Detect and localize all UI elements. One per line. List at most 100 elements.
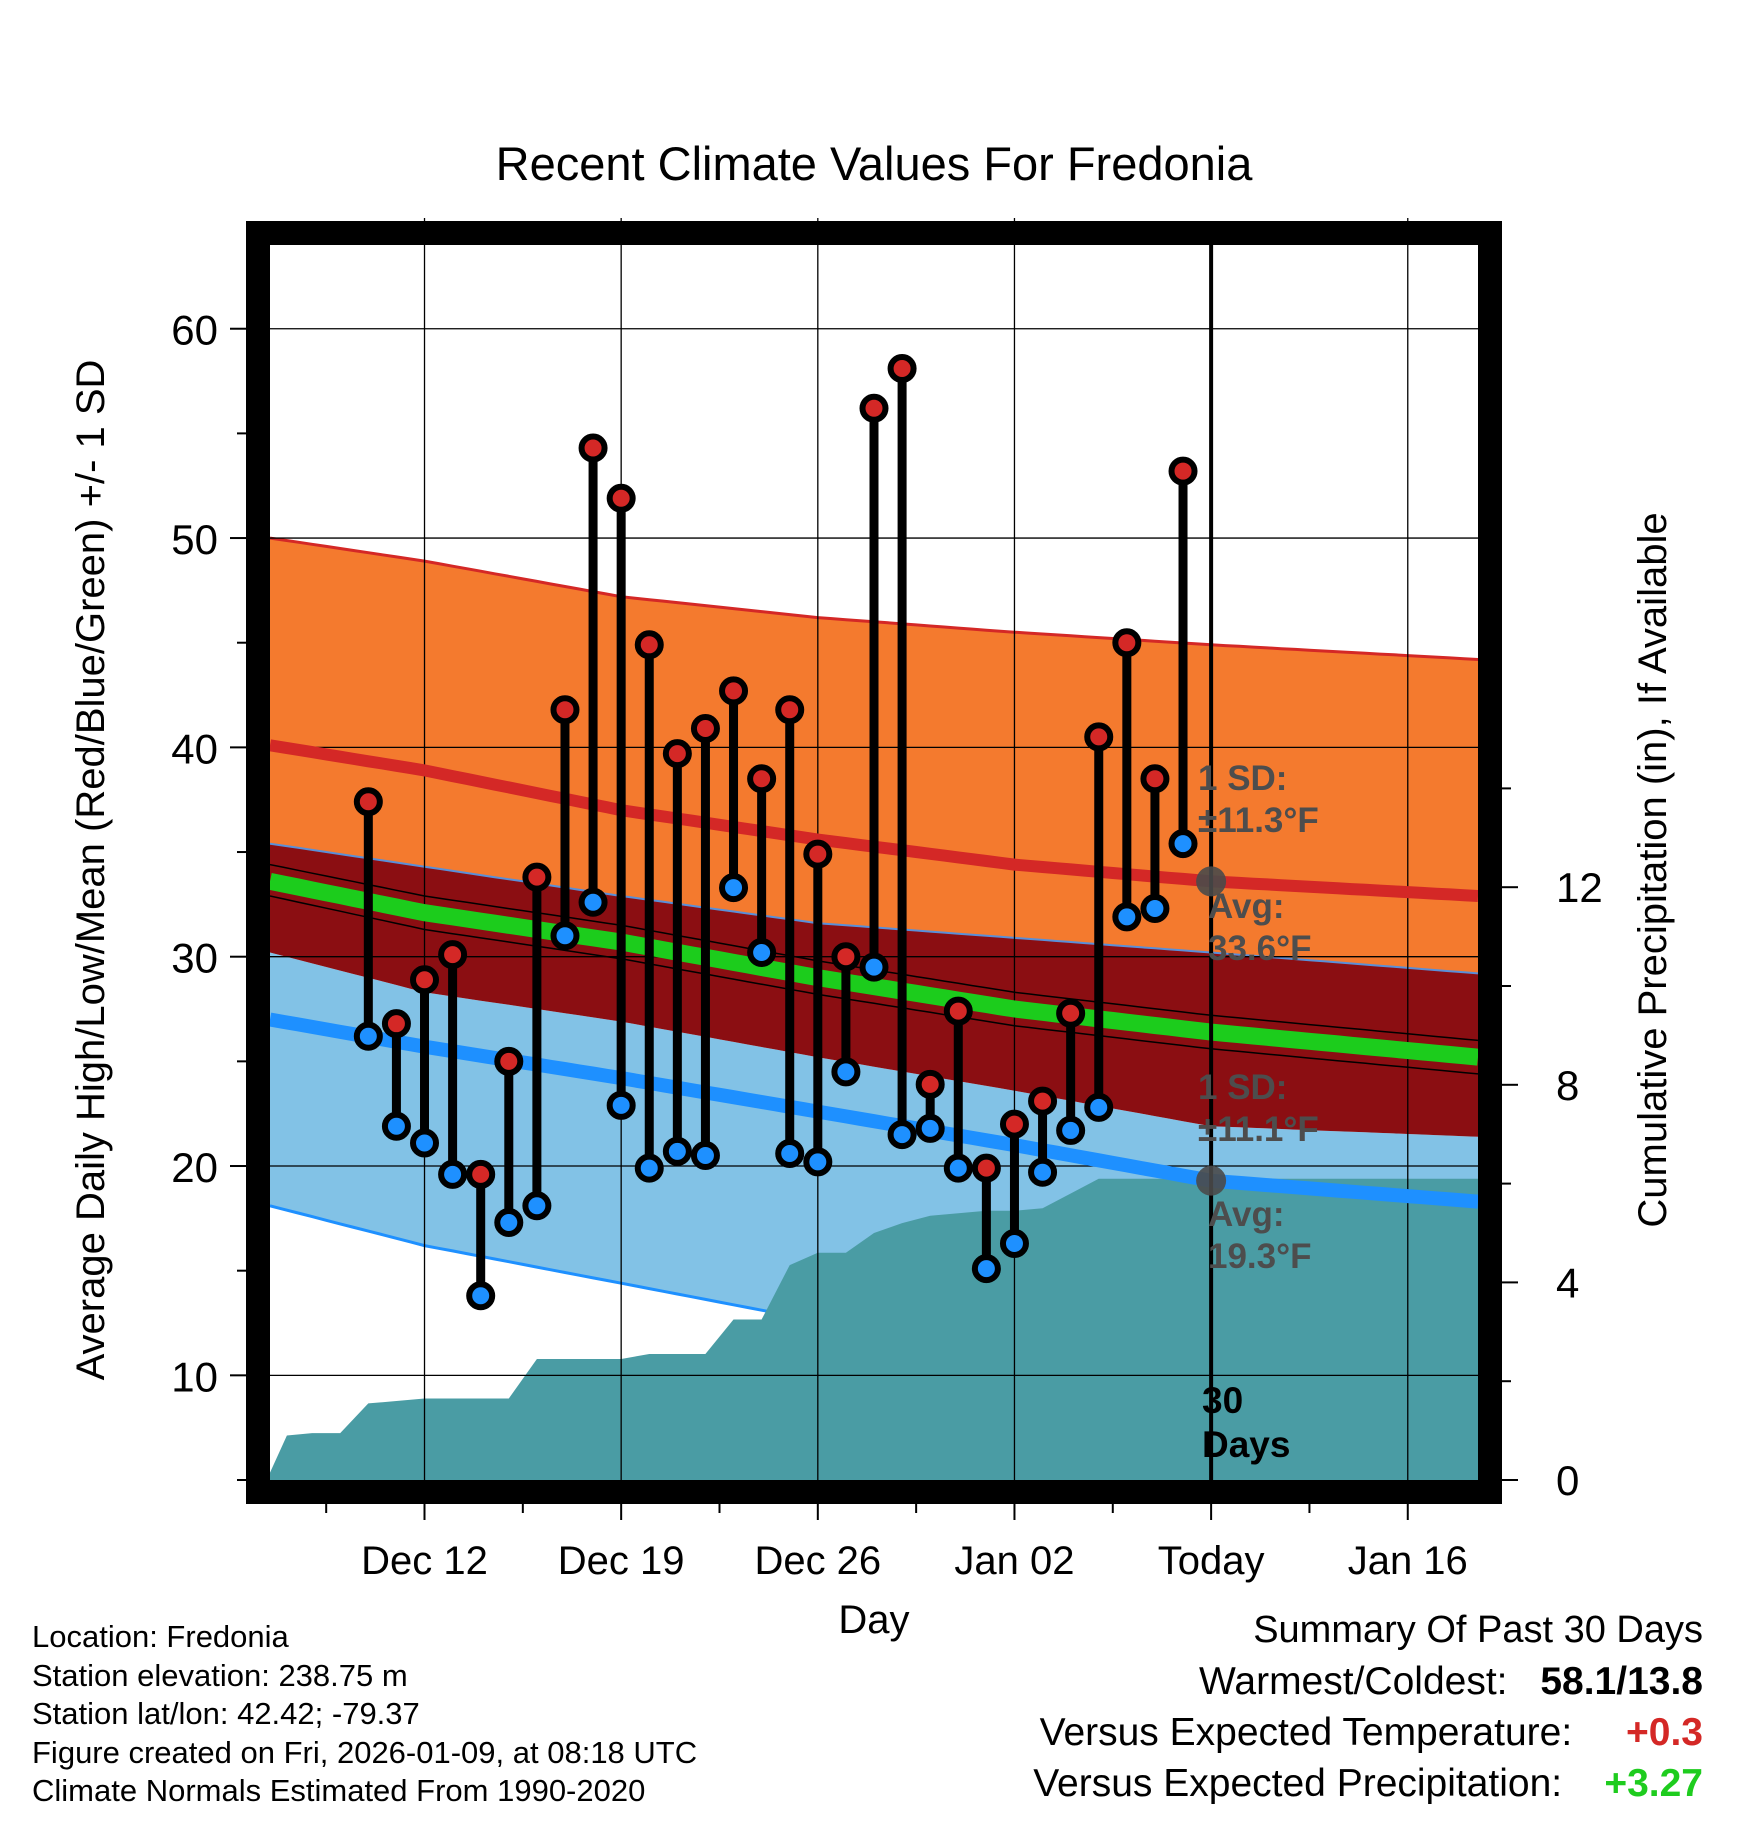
axis-ticks: 10 20 30 40 50 60 0 4 8 12 Dec 12 Dec 19 Dec 26 Jan 0… — [171, 307, 1602, 1583]
low-sd-annotation-line: 1 SD: — [1198, 1068, 1287, 1107]
daily-low-dot — [915, 1113, 945, 1143]
daily-low-dot — [971, 1254, 1001, 1284]
left-tick-label: 30 — [171, 935, 218, 982]
daily-low-dot — [662, 1136, 692, 1166]
daily-low-dot — [550, 921, 580, 951]
daily-high-dot — [719, 676, 749, 706]
daily-low-dot — [999, 1228, 1029, 1258]
plot-frame — [246, 221, 1502, 1504]
daily-low-dot — [1140, 894, 1170, 924]
right-tick-label: 0 — [1556, 1457, 1579, 1504]
daily-low-dot — [859, 952, 889, 982]
x-tick-label: Dec 26 — [754, 1539, 881, 1583]
today-line — [1196, 245, 1227, 1480]
x-tick-label: Jan 16 — [1348, 1539, 1468, 1583]
daily-low-dot — [1028, 1157, 1058, 1187]
left-tick-label: 20 — [171, 1144, 218, 1191]
daily-high-dot — [550, 695, 580, 725]
daily-low-dot — [690, 1141, 720, 1171]
right-tick-label: 8 — [1556, 1062, 1579, 1109]
daily-low-dot — [522, 1191, 552, 1221]
latlon-text: Station lat/lon: 42.42; -79.37 — [32, 1696, 420, 1731]
daily-low-dot — [747, 938, 777, 968]
precip-fill — [270, 1178, 1478, 1480]
low-sd-annotation: 1 SD: ±11.1°F — [1198, 1068, 1319, 1149]
x-tick-label: Today — [1158, 1539, 1265, 1583]
daily-low-dot — [719, 873, 749, 903]
high-sd-annotation: 1 SD: ±11.3°F — [1198, 759, 1319, 840]
normal-mean-line — [270, 872, 1478, 1066]
daily-high-dot — [578, 433, 608, 463]
left-tick-label: 50 — [171, 516, 218, 563]
high-avg-annotation-line: Avg: — [1208, 887, 1284, 926]
daily-high-dot — [438, 940, 468, 970]
avg-marker — [1196, 1165, 1227, 1196]
y-axis-label-left: Average Daily High/Low/Mean (Red/Blue/Gr… — [69, 360, 113, 1381]
days-annotation-line: 30 — [1202, 1380, 1243, 1421]
daily-high-dot — [803, 839, 833, 869]
daily-observations — [353, 354, 1198, 1311]
daily-high-dot — [859, 393, 889, 423]
daily-high-dot — [494, 1046, 524, 1076]
summary-heading: Summary Of Past 30 Days — [1253, 1609, 1703, 1651]
summary-panel: Summary Of Past 30 Days Warmest/Coldest:… — [1033, 1605, 1703, 1809]
daily-low-dot — [410, 1128, 440, 1158]
avg-marker — [1196, 866, 1227, 897]
daily-high-dot — [1112, 628, 1142, 658]
low-avg-annotation-line: 19.3°F — [1208, 1237, 1312, 1276]
x-tick-label: Dec 12 — [361, 1539, 488, 1583]
created-text: Figure created on Fri, 2026-01-09, at 08… — [32, 1734, 698, 1770]
low-sd-annotation-line: ±11.1°F — [1198, 1110, 1319, 1149]
daily-low-dot — [438, 1159, 468, 1189]
temp-value: +0.3 — [1626, 1711, 1703, 1754]
daily-low-dot — [353, 1021, 383, 1051]
daily-high-dot — [775, 695, 805, 725]
daily-high-dot — [690, 714, 720, 744]
low-avg-annotation-line: Avg: — [1208, 1195, 1284, 1234]
precip-value: +3.27 — [1604, 1762, 1703, 1805]
daily-high-dot — [915, 1069, 945, 1099]
daily-high-dot — [747, 764, 777, 794]
precip-label: Versus Expected Precipitation: — [1033, 1762, 1563, 1805]
high-sd-annotation-line: ±11.3°F — [1198, 801, 1319, 840]
warm-cold-label: Warmest/Coldest: — [1199, 1660, 1508, 1703]
daily-high-dot — [606, 483, 636, 513]
daily-low-dot — [606, 1090, 636, 1120]
daily-high-dot — [887, 354, 917, 383]
daily-high-dot — [522, 862, 552, 892]
daily-high-dot — [943, 996, 973, 1026]
normals-text: Climate Normals Estimated From 1990-2020 — [32, 1773, 646, 1808]
daily-low-dot — [1056, 1115, 1086, 1145]
days-annotation: 30 Days — [1202, 1380, 1290, 1465]
daily-high-dot — [353, 787, 383, 817]
mean-lower-outline — [270, 895, 1478, 1075]
daily-high-dot — [1140, 764, 1170, 794]
daily-high-dot — [1168, 456, 1198, 486]
normal-low-line — [270, 1012, 1478, 1209]
daily-low-dot — [831, 1057, 861, 1087]
daily-low-dot — [634, 1153, 664, 1183]
station-info: Location: Fredonia Station elevation: 23… — [32, 1618, 697, 1811]
high-sd-annotation-line: 1 SD: — [1198, 759, 1287, 798]
x-tick-label: Jan 02 — [954, 1539, 1074, 1583]
precip-area — [270, 1178, 1478, 1480]
frame-rect — [246, 221, 1502, 1504]
days-annotation-line: Days — [1202, 1424, 1290, 1465]
daily-low-dot — [1084, 1092, 1114, 1122]
high-avg-annotation: Avg: 33.6°F — [1208, 887, 1312, 968]
daily-high-dot — [831, 942, 861, 972]
right-tick-label: 12 — [1556, 864, 1603, 911]
daily-high-dot — [381, 1009, 411, 1039]
daily-low-dot — [578, 887, 608, 917]
daily-high-dot — [1084, 722, 1114, 752]
daily-high-dot — [999, 1109, 1029, 1139]
daily-low-dot — [803, 1147, 833, 1177]
daily-high-dot — [410, 965, 440, 995]
precip-row: Versus Expected Precipitation: +3.27 — [1033, 1758, 1703, 1809]
y-axis-label-right: Cumulative Precipitation (in), If Availa… — [1631, 512, 1675, 1227]
warm-cold-value: 58.1/13.8 — [1540, 1660, 1703, 1703]
daily-high-dot — [634, 630, 664, 660]
warm-cold-row: Warmest/Coldest: 58.1/13.8 — [1033, 1656, 1703, 1707]
